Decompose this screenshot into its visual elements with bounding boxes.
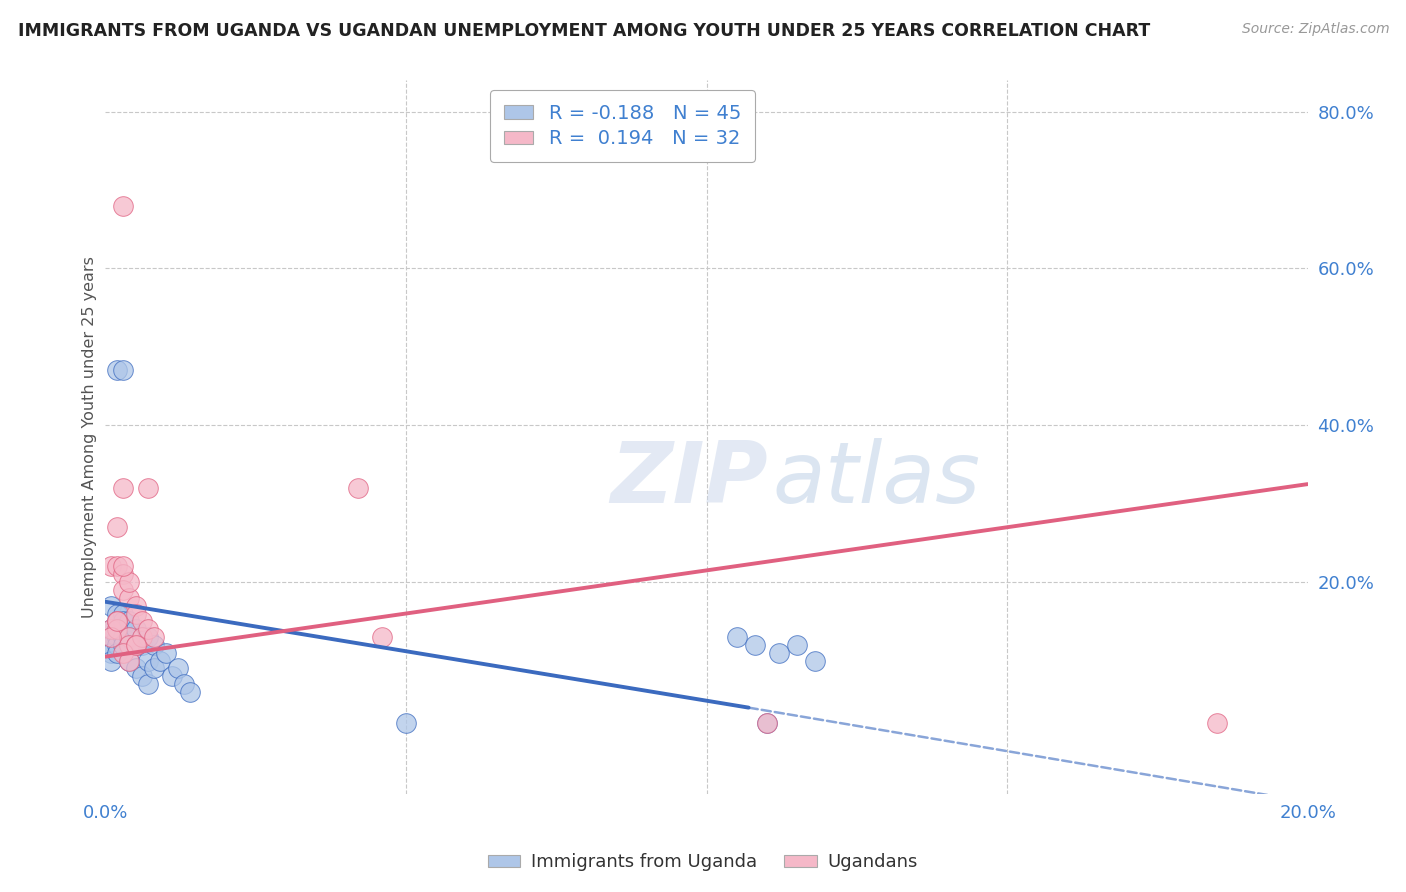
Point [131,638,153,652]
Point [768,646,790,660]
Point [136,481,159,495]
Point [124,599,146,613]
Text: ZIP: ZIP [610,438,768,522]
Point [112,615,135,629]
Text: Source: ZipAtlas.com: Source: ZipAtlas.com [1241,22,1389,37]
Point [107,363,129,377]
Point [112,630,135,644]
Point [100,654,122,668]
Point [136,654,159,668]
Point [118,630,141,644]
Point [112,607,135,621]
Point [100,622,122,636]
Point [112,567,135,582]
Point [124,638,146,652]
Text: IMMIGRANTS FROM UGANDA VS UGANDAN UNEMPLOYMENT AMONG YOUTH UNDER 25 YEARS CORREL: IMMIGRANTS FROM UGANDA VS UGANDAN UNEMPL… [18,22,1150,40]
Point [131,669,153,683]
Point [107,615,129,629]
Point [131,630,153,644]
Point [112,582,135,597]
Point [1206,716,1229,731]
Point [744,638,766,652]
Point [100,622,122,636]
Point [112,646,135,660]
Point [112,559,135,574]
Point [142,638,165,652]
Point [100,599,122,613]
Legend: R = -0.188   N = 45, R =  0.194   N = 32: R = -0.188 N = 45, R = 0.194 N = 32 [491,90,755,162]
Point [118,615,141,629]
Point [107,559,129,574]
Point [107,615,129,629]
Point [347,481,370,495]
Point [107,638,129,652]
Point [148,654,170,668]
Point [755,716,778,731]
Point [107,646,129,660]
Point [725,630,748,644]
Point [100,630,122,644]
Point [118,638,141,652]
Legend: Immigrants from Uganda, Ugandans: Immigrants from Uganda, Ugandans [481,847,925,879]
Point [136,677,159,691]
Point [107,622,129,636]
Point [112,638,135,652]
Point [160,669,183,683]
Point [107,615,129,629]
Point [100,559,122,574]
Point [124,607,146,621]
Y-axis label: Unemployment Among Youth under 25 years: Unemployment Among Youth under 25 years [82,256,97,618]
Text: atlas: atlas [773,438,980,522]
Point [107,607,129,621]
Point [124,622,146,636]
Point [136,622,159,636]
Point [100,646,122,660]
Point [118,630,141,644]
Point [155,646,177,660]
Point [179,685,201,699]
Point [118,575,141,590]
Point [107,520,129,534]
Point [107,622,129,636]
Point [112,481,135,495]
Point [142,630,165,644]
Point [112,199,135,213]
Point [755,716,778,731]
Point [124,638,146,652]
Point [100,638,122,652]
Point [118,654,141,668]
Point [107,630,129,644]
Point [142,661,165,675]
Point [131,630,153,644]
Point [173,677,195,691]
Point [136,630,159,644]
Point [124,661,146,675]
Point [131,615,153,629]
Point [112,363,135,377]
Point [118,591,141,605]
Point [166,661,188,675]
Point [786,638,808,652]
Point [118,654,141,668]
Point [371,630,394,644]
Point [124,638,146,652]
Point [803,654,825,668]
Point [395,716,418,731]
Point [100,630,122,644]
